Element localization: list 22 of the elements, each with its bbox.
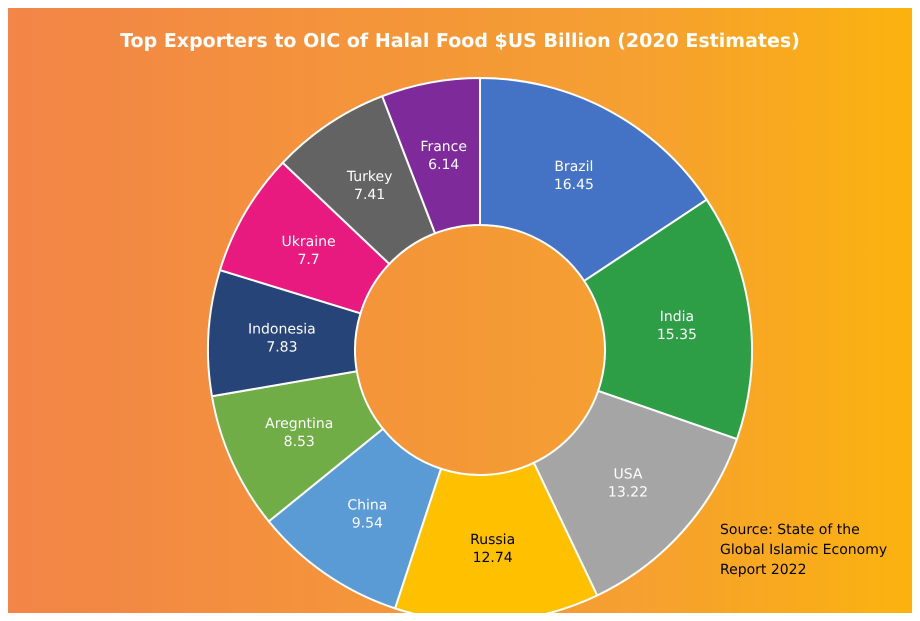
slice-label: Russia — [470, 532, 516, 548]
data-label: 6.14 — [428, 156, 460, 173]
data-label: 9.54 — [352, 515, 384, 532]
slice-label: Indonesia — [248, 321, 316, 338]
data-label: 7.83 — [266, 339, 298, 356]
slice-label: France — [420, 138, 467, 155]
chart-title: Top Exporters to OIC of Halal Food $US Billion (2020 Estimates) — [119, 30, 801, 52]
data-label: 8.53 — [284, 434, 315, 450]
slice-label: Ukraine — [282, 234, 336, 250]
slice-label: USA — [613, 466, 643, 482]
slice-label: Aregntina — [265, 416, 334, 432]
slice-label: Brazil — [554, 159, 594, 176]
slice-label: Turkey — [346, 169, 392, 186]
data-label: 16.45 — [554, 177, 594, 194]
data-label: 7.41 — [354, 187, 386, 204]
slice-label: India — [660, 309, 694, 326]
data-label: 13.22 — [608, 484, 648, 500]
data-label: 15.35 — [656, 327, 697, 344]
slice-label: China — [347, 497, 388, 514]
data-label: 12.74 — [472, 550, 513, 566]
source-note: Source: State of the Global Islamic Economy Report 2022 — [720, 521, 888, 580]
data-label: 7.7 — [297, 252, 320, 268]
